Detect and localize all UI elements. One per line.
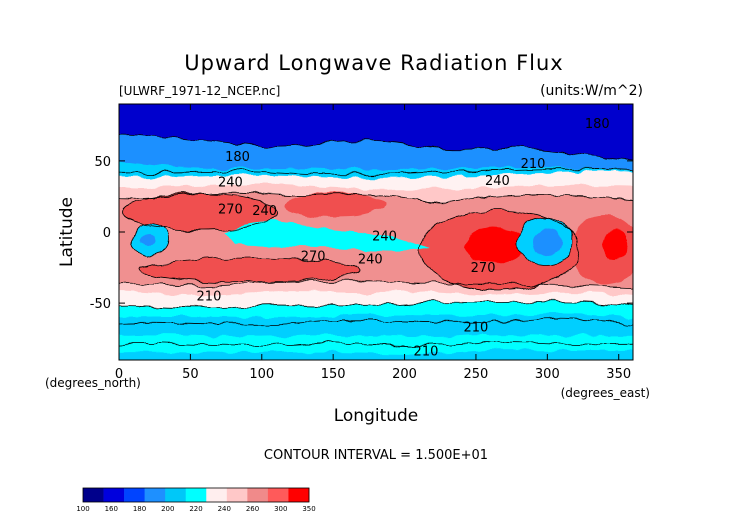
cold-maritime-continent	[225, 221, 430, 252]
contour-label: 270	[301, 249, 326, 264]
x-tick-label: 0	[115, 367, 123, 382]
contour-label: 270	[471, 261, 496, 276]
colorbar-label: 220	[189, 505, 202, 513]
colorbar-label: 200	[161, 505, 174, 513]
colorbar-frame	[82, 487, 310, 503]
contour-label: 210	[197, 289, 222, 304]
contour-label: 180	[585, 117, 610, 132]
colorbar-swatch	[206, 488, 228, 502]
contour-labels: 180 240 270 240 240 240 270 240 210 270 210 210 210 1…	[197, 117, 610, 360]
x-tick-label: 100	[249, 367, 274, 382]
y-axis: 50 0 -50	[90, 155, 633, 312]
contour-label: 180	[225, 150, 250, 165]
y-tick-label: 0	[103, 226, 111, 241]
blob-south-270	[140, 258, 360, 282]
colorbar-swatch	[226, 488, 248, 502]
colorbar-label: 100	[76, 505, 89, 513]
contour-label: 210	[464, 321, 489, 336]
x-tick-label: 150	[321, 367, 346, 382]
colorbar: 100 160 180 200 220 240 260 300 350	[76, 487, 316, 513]
contour-label: 210	[414, 345, 439, 360]
cold-amazon-core	[534, 228, 562, 256]
y-axis-label: Latitude	[57, 197, 77, 267]
x-tick-label: 50	[182, 367, 199, 382]
colorbar-swatch	[103, 488, 125, 502]
x-tick-label: 250	[464, 367, 489, 382]
x-axis-label: Longitude	[334, 406, 419, 426]
colorbar-swatch	[185, 488, 207, 502]
file-label: [ULWRF_1971-12_NCEP.nc]	[119, 84, 280, 98]
x-tick-label: 350	[606, 367, 631, 382]
colorbar-swatch	[247, 488, 269, 502]
contour-label: 240	[372, 230, 397, 245]
chart-title: Upward Longwave Radiation Flux	[184, 51, 563, 75]
colorbar-label: 350	[302, 505, 315, 513]
colorbar-swatch	[144, 488, 166, 502]
colorbar-swatch	[165, 488, 187, 502]
y-tick-label: 50	[94, 155, 111, 170]
colorbar-label: 180	[133, 505, 146, 513]
cold-indian-ocean-core	[140, 234, 156, 246]
x-tick-label: 300	[535, 367, 560, 382]
colorbar-swatch	[124, 488, 145, 502]
contour-label: 240	[358, 252, 383, 267]
contour-label: 240	[252, 204, 277, 219]
blob-pacific-270	[285, 193, 385, 217]
heatmap-field: 180 240 270 240 240 240 270 240 210 270 210 210 210 1…	[119, 104, 633, 360]
contour-label: 240	[485, 174, 510, 189]
x-axis: 0 50 100 150 200 250 300 350	[115, 104, 631, 382]
colorbar-swatch	[83, 488, 104, 502]
blob-america-290	[465, 227, 525, 263]
colorbar-label: 240	[218, 505, 231, 513]
colorbar-label: 260	[246, 505, 259, 513]
x-tick-label: 200	[392, 367, 417, 382]
y-tick-label: -50	[90, 297, 111, 312]
contour-label: 210	[521, 157, 546, 172]
contour-lines	[119, 133, 633, 346]
colorbar-swatch	[267, 488, 289, 502]
units-label: (units:W/m^2)	[540, 83, 643, 99]
blob-east-290	[601, 231, 629, 259]
contour-label: 240	[218, 175, 243, 190]
contour-interval: CONTOUR INTERVAL = 1.500E+01	[264, 448, 488, 463]
contour-label: 270	[218, 203, 243, 218]
colorbar-swatch	[288, 488, 310, 502]
band-north-150	[119, 104, 633, 160]
colorbar-label: 300	[274, 505, 287, 513]
colorbar-label: 160	[105, 505, 118, 513]
x-units-label: (degrees_east)	[561, 386, 650, 400]
blob-africa-270	[122, 194, 278, 230]
y-units-label: (degrees_north)	[45, 376, 141, 390]
